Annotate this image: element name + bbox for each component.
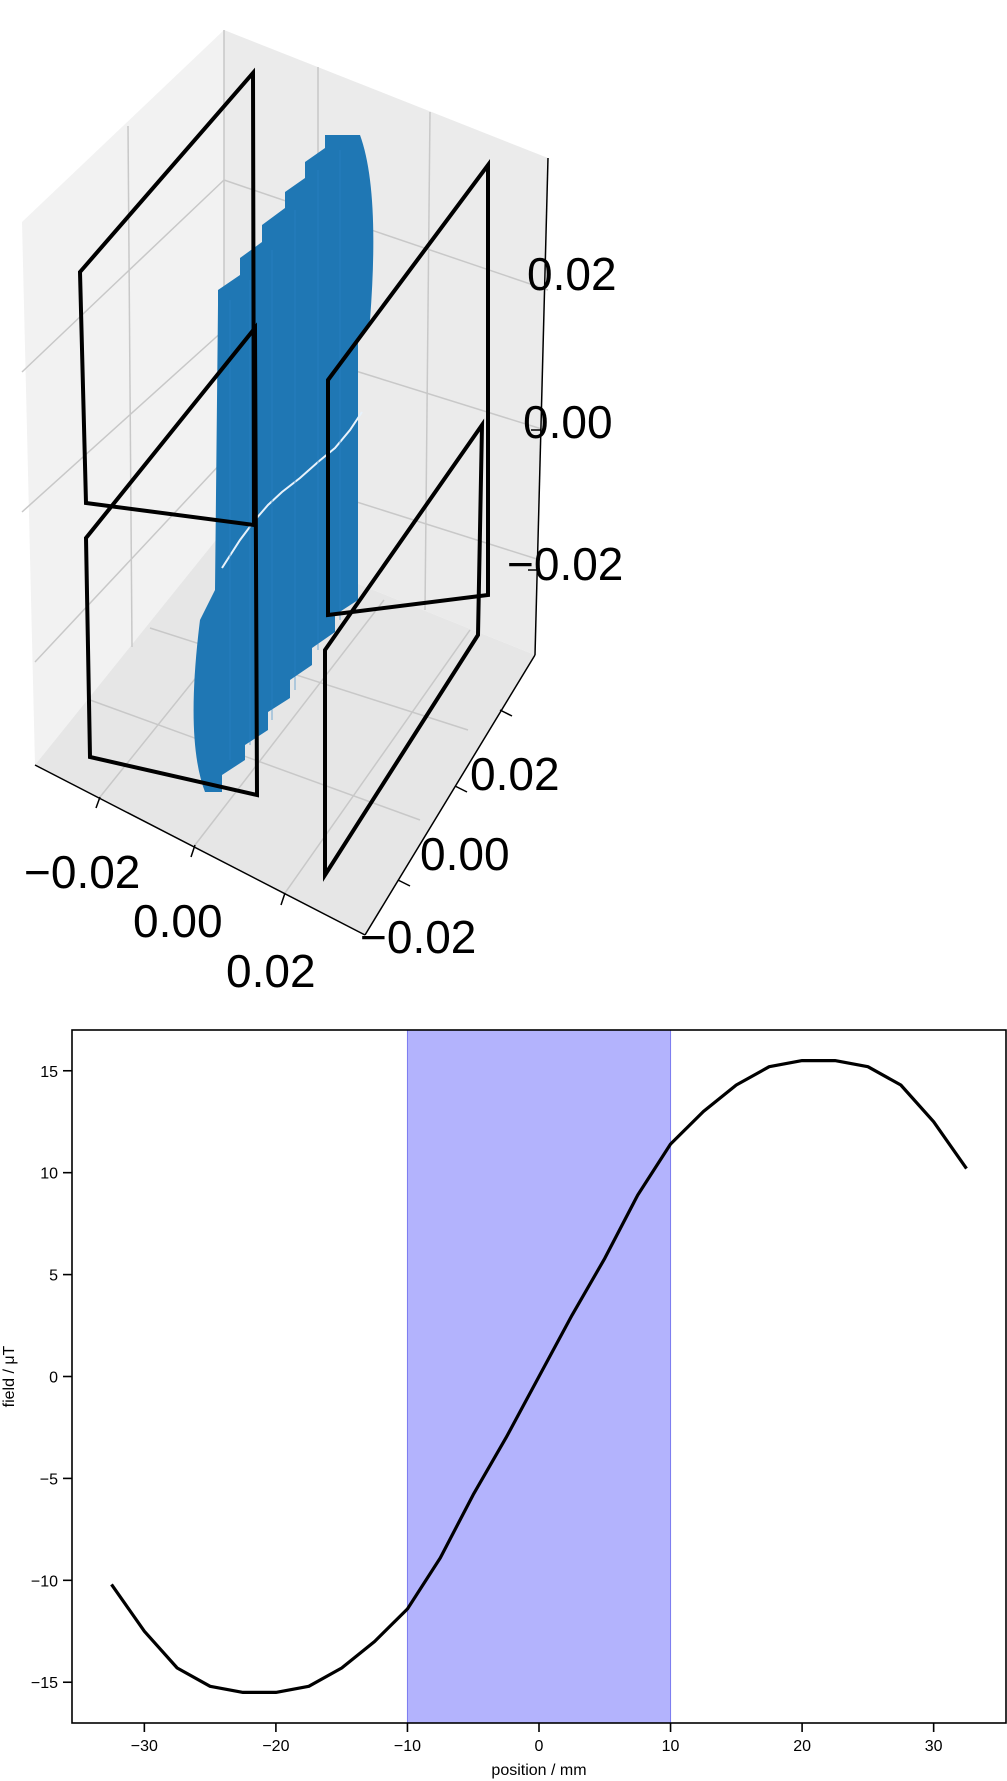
z-tick-label: 0.00 (523, 396, 613, 448)
tick-marks (95, 287, 544, 906)
field-point-cloud (193, 135, 374, 792)
y-tick-label: −5 (40, 1471, 58, 1488)
axis-lines (34, 157, 549, 936)
y-axis-label: field / μT (1, 1345, 18, 1407)
x-tick-label: 0.00 (133, 895, 223, 947)
field-line-plot: −30 −20 −10 0 10 20 30 −15 −10 −5 0 5 10 15 position /… (1, 1029, 1007, 1779)
y-tick-label: 0.00 (420, 828, 510, 880)
back-left-pane (22, 30, 224, 765)
x-tick-label: 30 (925, 1738, 943, 1755)
series-line (110, 1059, 968, 1694)
x-tick-label: 0.02 (226, 945, 316, 997)
tick-labels-3d: −0.02 0.00 0.02 −0.02 0.00 0.02 −0.02 0.… (24, 248, 623, 997)
x-axis-label: position / mm (491, 1762, 586, 1779)
z-tick-label: −0.02 (507, 538, 623, 590)
coils (77, 67, 490, 882)
y-tick-label: 15 (40, 1064, 58, 1081)
coil-2 (83, 322, 260, 798)
y-tick-label: −10 (31, 1573, 58, 1590)
coil-3 (326, 158, 490, 618)
x-tick-label: −0.02 (24, 846, 140, 898)
y-tick-label: 0.02 (470, 748, 560, 800)
scatter-texture (229, 150, 341, 760)
x-tick-label: 20 (793, 1738, 811, 1755)
y-tick-label: −15 (31, 1675, 58, 1692)
y-tick-label: −0.02 (360, 911, 476, 963)
x-tick-label: −10 (394, 1738, 421, 1755)
scatter-cloud-shape (193, 135, 374, 792)
scatter-white-highlight (221, 411, 363, 569)
x-tick-label: −20 (262, 1738, 289, 1755)
y-tick-label: 0 (49, 1370, 58, 1387)
coil-3d-plot: −0.02 0.00 0.02 −0.02 0.00 0.02 −0.02 0.… (21, 30, 623, 997)
x-tick-label: 10 (662, 1738, 680, 1755)
y-tick-label: 10 (40, 1166, 58, 1183)
x-tick-label: −30 (131, 1738, 158, 1755)
y-tick-label: 5 (49, 1268, 58, 1285)
coil-4 (323, 418, 485, 882)
z-tick-label: 0.02 (527, 248, 617, 300)
x-tick-label: 0 (535, 1738, 544, 1755)
plot-area: −30 −20 −10 0 10 20 30 −15 −10 −5 0 5 10 15 position /… (1, 1029, 1007, 1779)
